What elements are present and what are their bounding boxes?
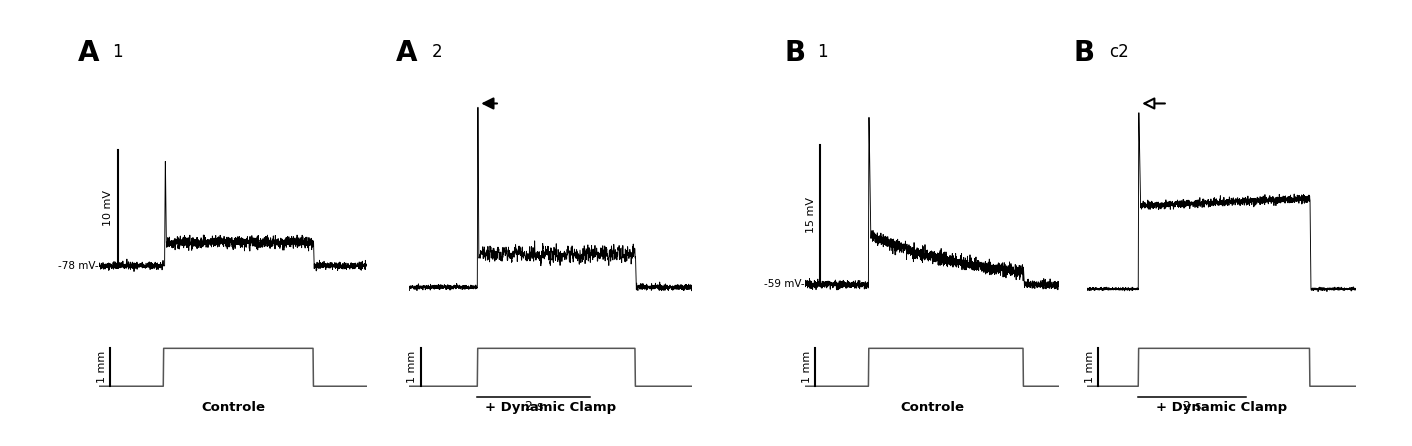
Text: A: A [395, 38, 417, 66]
Text: B: B [785, 38, 806, 66]
Text: c2: c2 [1108, 43, 1128, 61]
Text: 2 s: 2 s [524, 400, 544, 413]
Text: 1 mm: 1 mm [1084, 351, 1094, 384]
Text: Controle: Controle [201, 401, 265, 413]
Text: 1: 1 [818, 43, 829, 61]
Text: + Dynamic Clamp: + Dynamic Clamp [486, 401, 616, 413]
Text: 2 s: 2 s [1183, 400, 1202, 413]
Text: 1 mm: 1 mm [96, 351, 106, 384]
Text: 1 mm: 1 mm [407, 351, 418, 384]
Text: -59 mV-: -59 mV- [764, 279, 805, 289]
Text: 15 mV: 15 mV [806, 197, 816, 233]
Text: 1 mm: 1 mm [802, 351, 812, 384]
Text: 1: 1 [113, 43, 123, 61]
Text: 10 mV: 10 mV [103, 190, 113, 226]
Text: Controle: Controle [899, 401, 964, 413]
Text: 2: 2 [432, 43, 443, 61]
Text: -78 mV-: -78 mV- [58, 261, 99, 271]
Text: A: A [78, 38, 99, 66]
Text: B: B [1075, 38, 1094, 66]
Text: + Dynamic Clamp: + Dynamic Clamp [1156, 401, 1286, 413]
